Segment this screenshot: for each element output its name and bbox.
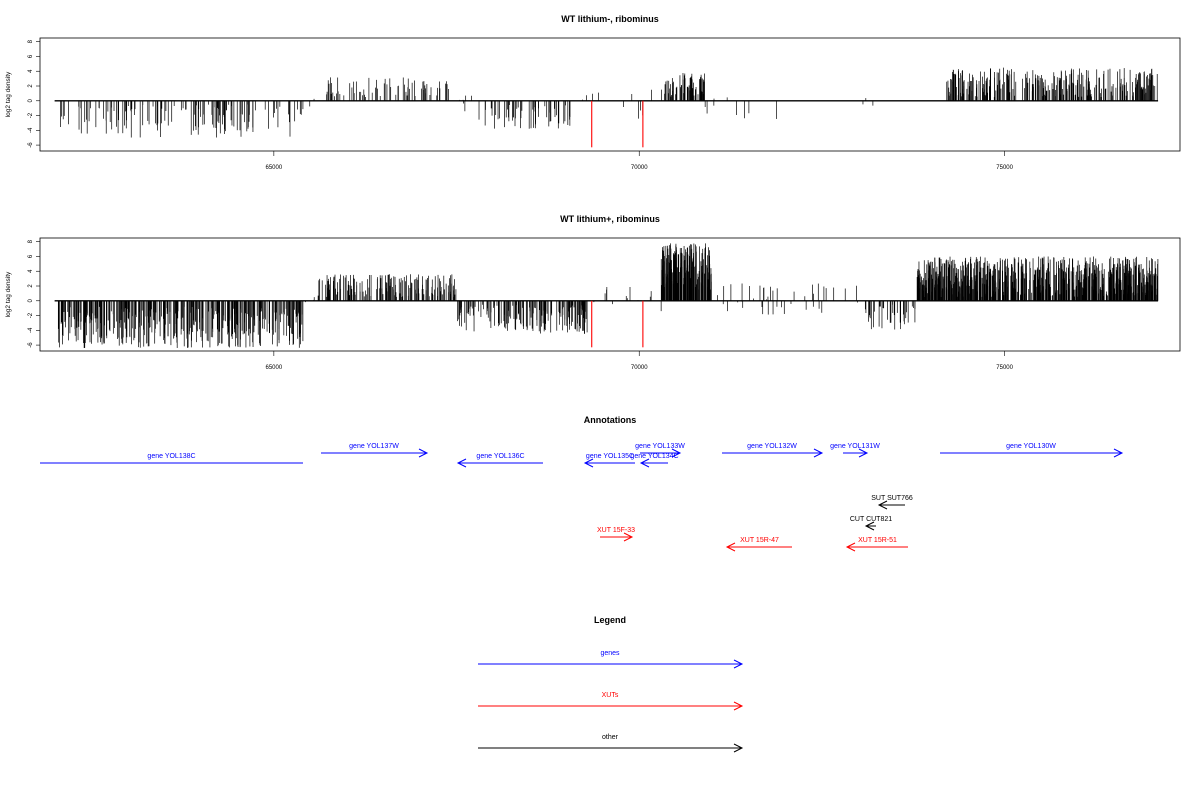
y-tick-label: 4 xyxy=(28,69,34,73)
y-tick-label: 2 xyxy=(28,284,34,288)
y-tick-label: 4 xyxy=(28,269,34,273)
plot-frame xyxy=(39,237,1181,352)
feature-label: gene YOL134C xyxy=(630,453,678,460)
y-tick-label: -6 xyxy=(28,142,34,148)
feature-arrow xyxy=(843,448,869,458)
y-tick-label: 0 xyxy=(28,98,34,102)
feature-label: SUT SUT766 xyxy=(871,495,913,502)
feature-arrow xyxy=(725,542,792,552)
feature-label: CUT CUT821 xyxy=(850,516,892,523)
legend-arrow xyxy=(478,701,744,711)
legend-label: genes xyxy=(600,650,620,657)
feature-arrow xyxy=(864,521,876,531)
feature-arrow xyxy=(456,458,543,468)
feature-label: gene YOL135C xyxy=(586,453,634,460)
x-tick-label: 75000 xyxy=(996,365,1013,371)
density-bars xyxy=(57,243,1159,348)
feature-arrow xyxy=(877,500,905,510)
legend-arrow-head xyxy=(733,743,744,753)
feature-arrow-head xyxy=(583,458,594,468)
plot-frame xyxy=(39,37,1181,152)
feature-label: XUT 15R-47 xyxy=(740,537,779,544)
feature-label: gene YOL131W xyxy=(830,443,880,450)
y-tick-label: 8 xyxy=(28,39,34,43)
legend-arrow xyxy=(478,659,744,669)
feature-arrow xyxy=(639,458,668,468)
feature-arrow-head xyxy=(877,500,888,510)
feature-arrow-head xyxy=(858,448,869,458)
feature-label: gene YOL137W xyxy=(349,443,399,450)
feature-arrow-head xyxy=(639,458,650,468)
feature-arrow-head xyxy=(725,542,736,552)
tag-density-panel-lithium-plus: WT lithium+, ribominus -6 -4 -2 0 2 4 6 8 log2 ta… xyxy=(5,214,1181,371)
legend-label: other xyxy=(602,734,619,741)
legend-arrow-head xyxy=(733,701,744,711)
y-tick-label: -2 xyxy=(28,112,34,118)
y-tick-label: -6 xyxy=(28,342,34,348)
feature-label: gene YOL130W xyxy=(1006,443,1056,450)
legend-arrow-head xyxy=(733,659,744,669)
feature-label: gene YOL133W xyxy=(635,443,685,450)
y-tick-label: 8 xyxy=(28,239,34,243)
annotations-track: Annotations gene YOL138C gene YOL137W gene… xyxy=(40,415,1124,552)
feature-arrow-head xyxy=(1113,448,1124,458)
feature-arrow xyxy=(600,532,634,542)
y-tick-label: 6 xyxy=(28,54,34,58)
feature-arrow-head xyxy=(864,521,875,531)
legend: Legend genes XUTs other xyxy=(478,615,744,753)
feature-label: gene YOL136C xyxy=(476,453,524,460)
y-tick-label: -4 xyxy=(28,327,34,333)
feature-arrow xyxy=(583,458,635,468)
feature-arrow-head xyxy=(813,448,824,458)
feature-arrow-head xyxy=(623,532,634,542)
feature-arrow xyxy=(640,448,682,458)
feature-label: gene YOL138C xyxy=(147,453,195,460)
y-tick-label: -2 xyxy=(28,312,34,318)
panel-title: WT lithium+, ribominus xyxy=(560,214,660,224)
feature-arrow-head xyxy=(845,542,856,552)
legend-arrow xyxy=(478,743,744,753)
feature-label: XUT 15F-33 xyxy=(597,527,635,534)
tag-density-panel-lithium-minus: WT lithium-, ribominus -6 -4 -2 0 2 4 6 8 log2 ta… xyxy=(5,14,1181,171)
feature-arrow xyxy=(321,448,429,458)
y-tick-label: 0 xyxy=(28,298,34,302)
x-tick-label: 65000 xyxy=(266,365,283,371)
annotations-title: Annotations xyxy=(584,415,637,425)
x-tick-label: 65000 xyxy=(266,165,283,171)
feature-arrow xyxy=(722,448,824,458)
feature-arrow xyxy=(940,448,1124,458)
y-tick-label: 6 xyxy=(28,254,34,258)
feature-arrow-head xyxy=(456,458,467,468)
y-tick-label: 2 xyxy=(28,84,34,88)
legend-label: XUTs xyxy=(602,692,619,699)
y-tick-label: -4 xyxy=(28,127,34,133)
x-tick-label: 75000 xyxy=(996,165,1013,171)
density-bars xyxy=(60,67,1158,138)
x-tick-label: 70000 xyxy=(631,365,648,371)
x-tick-label: 70000 xyxy=(631,165,648,171)
feature-label: XUT 15R-51 xyxy=(858,537,897,544)
feature-arrow-head xyxy=(671,448,682,458)
y-axis-label: log2 tag density xyxy=(5,271,12,317)
legend-title: Legend xyxy=(594,615,626,625)
feature-arrow xyxy=(845,542,908,552)
feature-arrow-head xyxy=(418,448,429,458)
y-axis-label: log2 tag density xyxy=(5,71,12,117)
feature-label: gene YOL132W xyxy=(747,443,797,450)
panel-title: WT lithium-, ribominus xyxy=(561,14,659,24)
